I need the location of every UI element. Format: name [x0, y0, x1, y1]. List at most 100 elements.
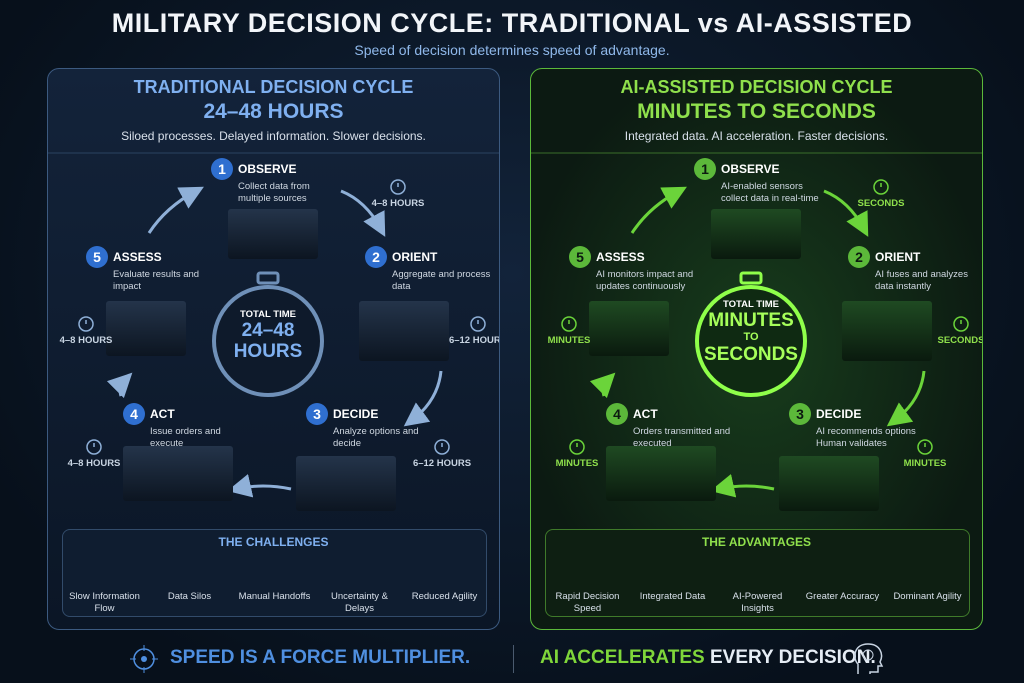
step-name: ASSESS [596, 250, 645, 264]
timer-label: 4–8 HOURS [59, 335, 113, 346]
section-item: AI-Powered Insights [732, 591, 783, 614]
step-description: AI monitors impact and updates continuou… [596, 269, 694, 292]
timer-icon [561, 316, 577, 332]
step-description: AI-enabled sensors collect data in real-… [721, 181, 819, 204]
section-item: Uncertainty & Delays [330, 591, 389, 614]
title: MILITARY DECISION CYCLE: TRADITIONAL vs … [111, 8, 913, 38]
step-image [228, 209, 318, 259]
center-label: TOTAL TIME [240, 309, 296, 320]
cycle-arrow [340, 189, 386, 237]
step-image [296, 456, 396, 511]
step-number: 5 [86, 246, 108, 268]
section-item: Dominant Agility [893, 591, 962, 602]
timer-icon [86, 439, 102, 455]
section-item: Manual Handoffs [238, 591, 311, 602]
timer-label: SECONDS [937, 335, 983, 346]
head-icon [854, 643, 884, 674]
step-name: ASSESS [113, 250, 162, 264]
section-box [545, 529, 970, 617]
step-number: 4 [123, 403, 145, 425]
step-image [779, 456, 879, 511]
step-image [106, 301, 186, 356]
timer-icon [917, 439, 933, 455]
step-description: Collect data from multiple sources [238, 181, 310, 204]
step-name: OBSERVE [721, 162, 780, 176]
step-name: ACT [633, 407, 658, 421]
footer-left: SPEED IS A FORCE MULTIPLIER. [170, 647, 471, 668]
section-box [62, 529, 487, 617]
cycle-arrow [823, 189, 869, 237]
step-number: 3 [789, 403, 811, 425]
step-description: Evaluate results and impact [113, 269, 200, 292]
panel-tagline: Integrated data. AI acceleration. Faster… [624, 129, 889, 143]
center-value: HOURS [233, 341, 303, 362]
panel-title: AI-ASSISTED DECISION CYCLE [620, 77, 893, 97]
subtitle: Speed of decision determines speed of ad… [354, 42, 670, 58]
section-title: THE CHALLENGES [218, 535, 329, 549]
timer-label: 4–8 HOURS [67, 458, 121, 469]
section-item: Reduced Agility [411, 591, 478, 602]
footer-divider [513, 645, 514, 673]
timer-label: 6–12 HOURS [412, 458, 472, 469]
panel-tagline: Siloed processes. Delayed information. S… [121, 129, 426, 143]
section-item: Integrated Data [639, 591, 706, 602]
timer-icon [569, 439, 585, 455]
step-description: Aggregate and process data [392, 269, 491, 292]
panel: TRADITIONAL DECISION CYCLE 24–48 HOURS Sil… [47, 68, 500, 630]
panel: AI-ASSISTED DECISION CYCLE MINUTES TO SEC… [530, 68, 983, 630]
center-text: TOTAL TIME 24–48 HOURS [213, 309, 323, 362]
step-description: AI recommends options Human validates [816, 426, 916, 449]
step-description: Analyze options and decide [333, 426, 419, 449]
timer-label: 6–12 HOURS [448, 335, 499, 346]
center-value: 24–48 [241, 320, 295, 341]
timer-label: MINUTES [547, 335, 591, 346]
step-number: 5 [569, 246, 591, 268]
center-label: TOTAL TIME [723, 299, 779, 310]
step-description: AI fuses and analyzes data instantly [875, 269, 968, 292]
step-number: 3 [306, 403, 328, 425]
step-image [606, 446, 716, 501]
stopwatch [695, 285, 807, 397]
timer-label: MINUTES [555, 458, 599, 469]
cycle-arrow [106, 372, 133, 399]
timer-label: MINUTES [903, 458, 947, 469]
center-value: SECONDS [704, 344, 798, 365]
stopwatch-knob [739, 271, 763, 285]
timer-icon [390, 179, 406, 195]
crosshair-icon [130, 645, 158, 673]
cycle-arrow [589, 372, 616, 399]
step-image [123, 446, 233, 501]
timer-icon [953, 316, 969, 332]
center-value: MINUTES [708, 310, 794, 331]
step-description: Issue orders and execute [150, 426, 221, 449]
step-image [589, 301, 669, 356]
timer-icon [470, 316, 486, 332]
section-item: Greater Accuracy [805, 591, 880, 602]
cycle-arrow [147, 186, 204, 234]
step-name: ORIENT [875, 250, 921, 264]
center-text: TOTAL TIME MINUTES TO SECONDS [696, 299, 806, 365]
stopwatch-knob [256, 271, 280, 285]
timer-label: 4–8 HOURS [371, 198, 425, 209]
panel-duration: MINUTES TO SECONDS [637, 100, 876, 123]
footer-rest: EVERY DECISION. [709, 647, 876, 668]
cycle-arrow [630, 186, 687, 234]
timer-label: SECONDS [857, 198, 905, 209]
step-number: 1 [694, 158, 716, 180]
center-value: TO [743, 331, 759, 343]
stopwatch [212, 285, 324, 397]
section-item: Slow Information Flow [69, 591, 140, 614]
timer-icon [873, 179, 889, 195]
step-image [359, 301, 449, 361]
step-name: ACT [150, 407, 175, 421]
cycle-arrow [403, 370, 443, 427]
step-name: OBSERVE [238, 162, 297, 176]
step-number: 2 [365, 246, 387, 268]
panel-title: TRADITIONAL DECISION CYCLE [133, 77, 414, 97]
timer-icon [78, 316, 94, 332]
footer-accent: AI ACCELERATES [540, 647, 705, 668]
section-item: Rapid Decision Speed [555, 591, 620, 614]
step-image [842, 301, 932, 361]
step-number: 1 [211, 158, 233, 180]
